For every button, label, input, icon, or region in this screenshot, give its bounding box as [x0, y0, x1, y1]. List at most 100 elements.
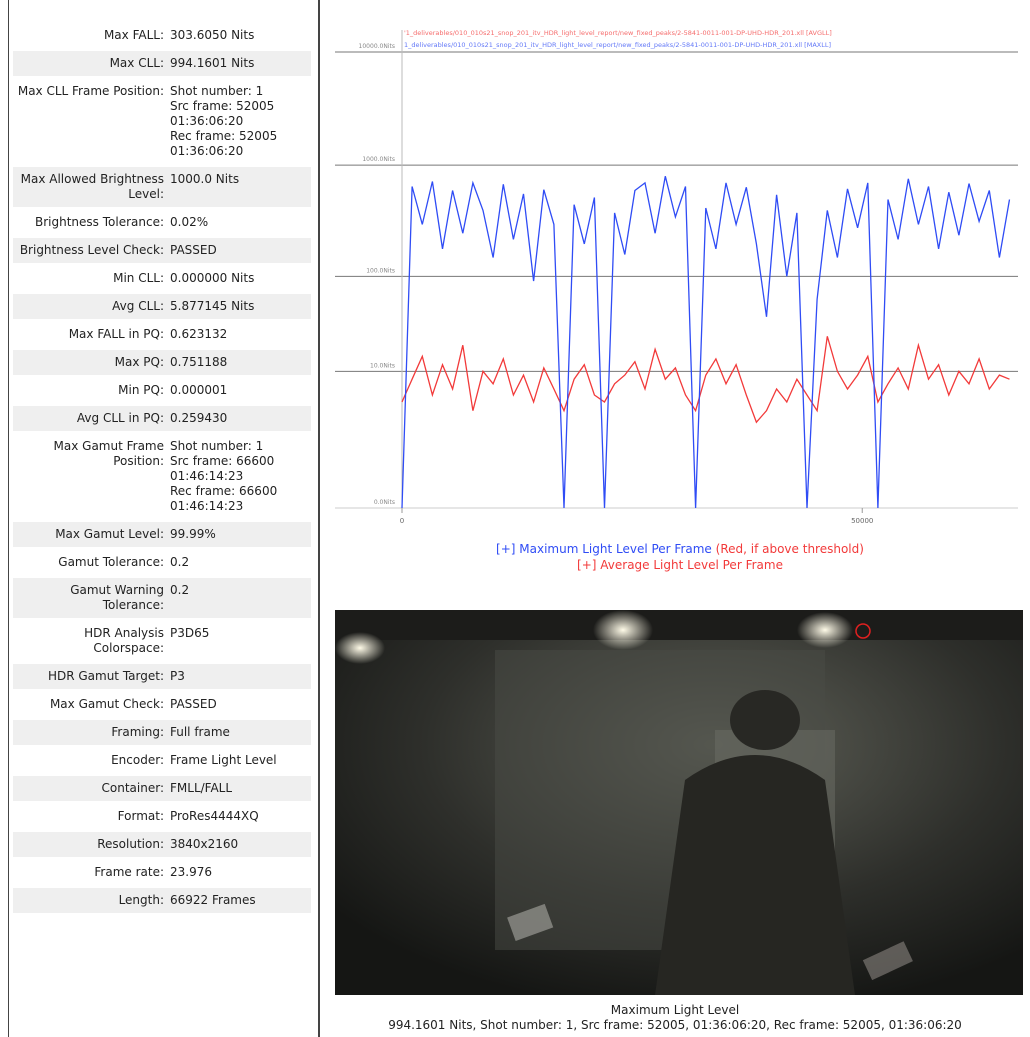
report-row: Max Allowed Brightness Level: 1000.0 Nits	[13, 167, 311, 207]
value-line: FMLL/FALL	[170, 781, 233, 795]
report-row: Brightness Level Check: PASSED	[13, 238, 311, 263]
row-value: 0.751188	[167, 350, 311, 375]
image-caption: 994.1601 Nits, Shot number: 1, Src frame…	[388, 1018, 962, 1032]
row-label: Max CLL Frame Position:	[17, 84, 164, 98]
value-line: Src frame: 66600	[170, 454, 275, 468]
value-line: Full frame	[170, 725, 230, 739]
value-line: 99.99%	[170, 527, 216, 541]
report-row: Max Gamut Level: 99.99%	[13, 522, 311, 547]
value-line: 3840x2160	[170, 837, 239, 851]
row-value: 0.2	[167, 550, 311, 575]
value-line: PASSED	[170, 243, 217, 257]
value-line: P3D65	[170, 626, 210, 640]
y-tick-label: 100.0Nits	[366, 267, 395, 274]
value-line: ProRes4444XQ	[170, 809, 259, 823]
report-row: Max FALL in PQ: 0.623132	[13, 322, 311, 347]
row-label: Min CLL:	[113, 271, 164, 285]
row-value: ProRes4444XQ	[167, 804, 311, 829]
report-row: Container: FMLL/FALL	[13, 776, 311, 801]
value-line: 0.02%	[170, 215, 209, 229]
row-label: Brightness Level Check:	[13, 238, 167, 263]
report-panel: Max FALL: 303.6050 Nits Max CLL: 994.1601 N…	[8, 0, 320, 1037]
report-row: Brightness Tolerance: 0.02%	[13, 210, 311, 235]
legend-entry: [+] Maximum Light Level Per Frame (Red, …	[496, 542, 864, 556]
value-line: 01:46:14:23	[170, 469, 244, 483]
row-value: 99.99%	[167, 522, 311, 547]
report-row: HDR Gamut Target: P3	[13, 664, 311, 689]
value-line: Shot number: 1	[170, 439, 264, 453]
value-line: 0.623132	[170, 327, 228, 341]
row-label: Gamut Tolerance:	[58, 555, 164, 569]
value-line: Shot number: 1	[170, 84, 264, 98]
value-line: 01:46:14:23	[170, 499, 244, 513]
row-value: FMLL/FALL	[167, 776, 311, 801]
report-row: Max FALL: 303.6050 Nits	[13, 23, 311, 48]
report-row: Format: ProRes4444XQ	[13, 804, 311, 829]
row-label: Length:	[13, 888, 167, 913]
report-row: Resolution: 3840x2160	[13, 832, 311, 857]
row-label: Resolution:	[13, 832, 167, 857]
value-line: 0.000000 Nits	[170, 271, 255, 285]
value-line: PASSED	[170, 697, 217, 711]
row-value: 0.000000 Nits	[167, 266, 311, 291]
row-label: Framing:	[13, 720, 167, 745]
row-label: Encoder:	[111, 753, 164, 767]
row-label: Brightness Tolerance:	[35, 215, 164, 229]
row-value: 0.02%	[167, 210, 311, 235]
row-value: Shot number: 1 Src frame: 66600 01:46:14:2…	[167, 434, 311, 519]
report-row: Avg CLL in PQ: 0.259430	[13, 406, 311, 431]
x-tick-label: 50000	[851, 517, 873, 525]
value-line: 66922 Frames	[170, 893, 256, 907]
image-title: Maximum Light Level	[610, 1003, 740, 1017]
row-value: PASSED	[167, 692, 311, 717]
value-line: Rec frame: 52005	[170, 129, 278, 143]
row-value: P3D65	[167, 621, 311, 661]
legend-text: [+] Maximum Light Level Per Frame	[496, 542, 712, 556]
report-row: Max CLL Frame Position: Shot number: 1 Src…	[13, 79, 311, 164]
row-label: Format:	[117, 809, 164, 823]
row-label: Max FALL in PQ:	[68, 327, 164, 341]
value-line: P3	[170, 669, 185, 683]
row-label: Gamut Warning Tolerance:	[13, 578, 167, 618]
row-label: Max Gamut Frame Position:	[53, 439, 164, 468]
series-name: '1_deliverables/010_010s21_snop_201_itv_…	[404, 29, 832, 37]
value-line: 0.751188	[170, 355, 228, 369]
row-value: 0.259430	[167, 406, 311, 431]
report-row: Avg CLL: 5.877145 Nits	[13, 294, 311, 319]
value-line: 0.000001	[170, 383, 228, 397]
row-label: Max Gamut Level:	[13, 522, 167, 547]
row-value: 0.000001	[167, 378, 311, 403]
value-line: Frame Light Level	[170, 753, 277, 767]
report-row: Min CLL: 0.000000 Nits	[13, 266, 311, 291]
row-label: Avg CLL in PQ:	[13, 406, 167, 431]
report-row: Gamut Tolerance: 0.2	[13, 550, 311, 575]
row-value: 0.623132	[167, 322, 311, 347]
report-row: Framing: Full frame	[13, 720, 311, 745]
chart: 0.0Nits 10.0Nits 100.0Nits 1000.0Nits 10000.…	[335, 29, 1018, 572]
value-line: 0.259430	[170, 411, 228, 425]
row-label: HDR Analysis Colorspace:	[84, 626, 164, 655]
report-row: Frame rate: 23.976	[13, 860, 311, 885]
y-tick-label: 10000.0Nits	[359, 43, 395, 50]
row-value: 303.6050 Nits	[167, 23, 311, 48]
report-row: Max PQ: 0.751188	[13, 350, 311, 375]
y-tick-label: 1000.0Nits	[362, 156, 395, 163]
y-tick-label: 10.0Nits	[370, 362, 395, 369]
report-row: Length: 66922 Frames	[13, 888, 311, 913]
row-value: Frame Light Level	[167, 748, 311, 773]
row-value: 1000.0 Nits	[167, 167, 311, 207]
row-value: 0.2	[167, 578, 311, 618]
report-row: Min PQ: 0.000001	[13, 378, 311, 403]
legend-note: (Red, if above threshold)	[716, 542, 864, 556]
row-value: 5.877145 Nits	[167, 294, 311, 319]
row-label: Max Gamut Check:	[49, 697, 164, 711]
value-line: Rec frame: 66600	[170, 484, 278, 498]
value-line: 01:36:06:20	[170, 144, 244, 158]
row-label: HDR Gamut Target:	[13, 664, 167, 689]
row-label: Frame rate:	[94, 865, 164, 879]
report-row: HDR Analysis Colorspace: P3D65	[13, 621, 311, 661]
row-value: 3840x2160	[167, 832, 311, 857]
value-line: 1000.0 Nits	[170, 172, 240, 186]
